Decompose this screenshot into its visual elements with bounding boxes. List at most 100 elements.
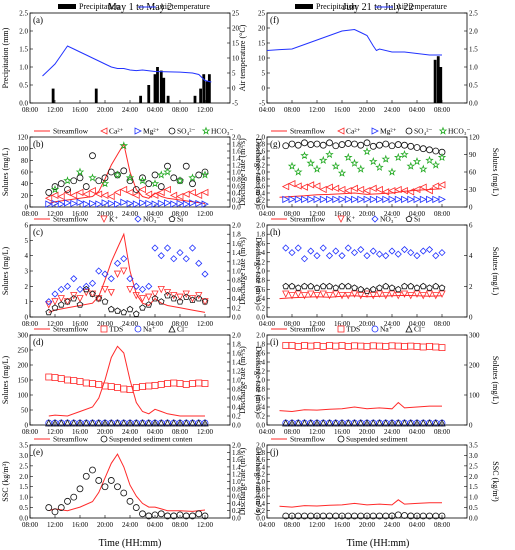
- series-point: [288, 195, 296, 204]
- x-tick-label-e: 12:00: [197, 521, 213, 529]
- series-point: [413, 342, 421, 350]
- y-tick-label-c: 0: [25, 314, 29, 322]
- series-point: [95, 477, 103, 484]
- series-point: [51, 508, 59, 516]
- series-point: [145, 419, 153, 427]
- series-point: [425, 245, 434, 254]
- y-tick-label-j: 0.4: [256, 500, 265, 508]
- series-point: [64, 186, 71, 193]
- series-point: [326, 139, 333, 147]
- series-point: [151, 295, 159, 302]
- series-point: [294, 419, 302, 427]
- y-tick-label-f: 20: [258, 25, 266, 33]
- y-tick-label-h: 1.6: [256, 240, 265, 248]
- legend-marker: [168, 215, 176, 222]
- series-point: [95, 295, 103, 302]
- x-axis-title-left: Time (HH:mm): [99, 538, 162, 549]
- series-point: [194, 191, 203, 199]
- series-point: [288, 249, 296, 257]
- y-tick-label-c: 3: [25, 268, 29, 276]
- x-tick-label-e: 16:00: [72, 521, 88, 529]
- series-point: [120, 267, 128, 275]
- series-point: [294, 290, 302, 298]
- y-tick-label-h: 1.2: [256, 258, 265, 266]
- y2-tick-label-e: 0.2: [232, 507, 241, 515]
- y-tick-label-g: 1.0: [256, 169, 265, 177]
- legend-marker: [201, 126, 211, 135]
- series-point: [307, 290, 315, 298]
- legend-label: Si: [414, 215, 420, 224]
- legend-label: K⁺: [346, 215, 355, 224]
- series-point: [182, 255, 190, 263]
- series-point: [301, 195, 309, 204]
- legend-label: SO₄²⁻: [414, 127, 432, 136]
- legend-label: Na⁺: [143, 325, 156, 334]
- x-tick-label-i: 04:00: [259, 428, 275, 436]
- series-point: [413, 290, 421, 298]
- series-point: [107, 289, 115, 297]
- y2-tick-label-e: 0.6: [232, 493, 241, 501]
- y2-tick-label-d: 1.4: [232, 359, 241, 367]
- series-point: [101, 298, 109, 305]
- y2-tick-label-c: 1.8: [232, 231, 241, 239]
- series-point: [344, 187, 352, 195]
- legend-marker: [100, 325, 108, 333]
- panel-label-j: (j): [270, 447, 279, 457]
- x-tick-label-g: 08:00: [284, 210, 300, 218]
- series-point: [200, 170, 210, 179]
- series-point: [51, 298, 59, 306]
- series-point: [307, 282, 315, 290]
- series-point: [406, 188, 415, 196]
- y-tick-label-i: 1.0: [256, 377, 265, 385]
- legend-marker: [100, 435, 108, 443]
- y2-axis-title-b: Discharge rate (m³/s): [254, 138, 263, 206]
- series-point: [82, 183, 90, 190]
- series-point: [151, 419, 159, 427]
- series-point: [170, 292, 178, 300]
- series-point: [294, 244, 302, 252]
- series-point: [195, 419, 203, 427]
- series-point: [70, 493, 78, 501]
- y-tick-label-g: 0.6: [256, 183, 265, 191]
- series-point: [189, 180, 196, 188]
- precipitation-bar: [139, 95, 143, 103]
- panel-label-i: (i): [270, 337, 279, 347]
- series-point: [394, 511, 402, 519]
- series-point: [132, 504, 140, 511]
- x-tick-label-h: 16:00: [334, 320, 350, 328]
- series-point: [363, 187, 371, 195]
- series-point: [57, 301, 65, 308]
- series-point: [176, 192, 184, 201]
- x-tick-label-e: 04:00: [147, 521, 163, 529]
- series-point: [319, 342, 327, 350]
- y2-tick-label-e: 1.2: [232, 471, 241, 479]
- series-point: [70, 199, 78, 208]
- y2-tick-label-b: 2.0: [232, 134, 241, 142]
- streamflow-line: [279, 499, 442, 508]
- x-tick-label-c: 08:00: [22, 320, 38, 328]
- series-point: [132, 292, 140, 300]
- series-point: [388, 187, 396, 195]
- y2-tick-label-e: 0.0: [232, 515, 241, 523]
- series-point: [151, 511, 159, 519]
- y-tick-label-j: 1.2: [256, 471, 265, 479]
- series-point: [375, 250, 384, 258]
- y-tick-label-h: 0.0: [256, 314, 265, 322]
- series-point: [120, 255, 128, 263]
- y-tick-label-g: 1.6: [256, 148, 265, 156]
- series-point: [338, 252, 346, 260]
- series-point: [368, 156, 378, 166]
- series-point: [120, 167, 128, 175]
- y2-axis-title-d: Discharge rate (m³/s): [254, 346, 263, 414]
- series-point: [438, 512, 446, 520]
- y2-tick-label-b: 1.0: [232, 169, 241, 177]
- series-point: [313, 292, 321, 300]
- legend-streamflow: Streamflow: [53, 215, 89, 224]
- series-point: [114, 384, 121, 391]
- streamflow-line: [48, 142, 206, 204]
- y-tick-label-d: 100: [18, 392, 29, 400]
- y-tick-label-i: 0.8: [256, 386, 265, 394]
- legend-marker: [168, 325, 176, 333]
- series-point: [282, 282, 290, 290]
- series-point: [157, 183, 165, 190]
